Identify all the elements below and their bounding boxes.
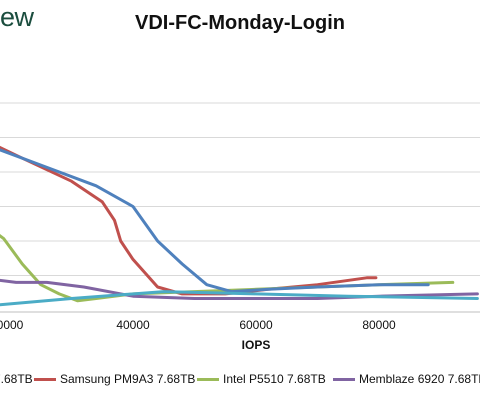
- legend-item-unnamed: 7.68TB: [0, 372, 33, 386]
- chart-legend: 7.68TB Samsung PM9A3 7.68TB Intel P5510 …: [0, 372, 480, 390]
- series-line-4: [0, 290, 479, 307]
- x-tick-label: 60000: [239, 318, 273, 332]
- logo-fragment: ew: [0, 2, 34, 32]
- legend-label: Samsung PM9A3 7.68TB: [60, 372, 196, 386]
- legend-item-intel-p5510: Intel P5510 7.68TB: [197, 372, 326, 386]
- legend-label: Intel P5510 7.68TB: [223, 372, 326, 386]
- series-line-2: [0, 278, 479, 300]
- legend-swatch: [34, 377, 56, 381]
- legend-swatch: [197, 377, 219, 381]
- x-tick-label: 80000: [362, 318, 396, 332]
- legend-label: 7.68TB: [0, 372, 33, 386]
- legend-label: Memblaze 6920 7.68TB: [359, 372, 480, 386]
- x-axis-label: IOPS: [242, 338, 271, 352]
- x-tick-label: 40000: [116, 318, 150, 332]
- x-tick-label: 0000: [0, 318, 24, 332]
- legend-swatch: [333, 377, 355, 381]
- chart-title: VDI-FC-Monday-Login: [135, 12, 345, 34]
- legend-item-memblaze-6920: Memblaze 6920 7.68TB: [333, 372, 480, 386]
- legend-item-samsung-pm9a3: Samsung PM9A3 7.68TB: [34, 372, 195, 386]
- series-line-3: [0, 148, 430, 294]
